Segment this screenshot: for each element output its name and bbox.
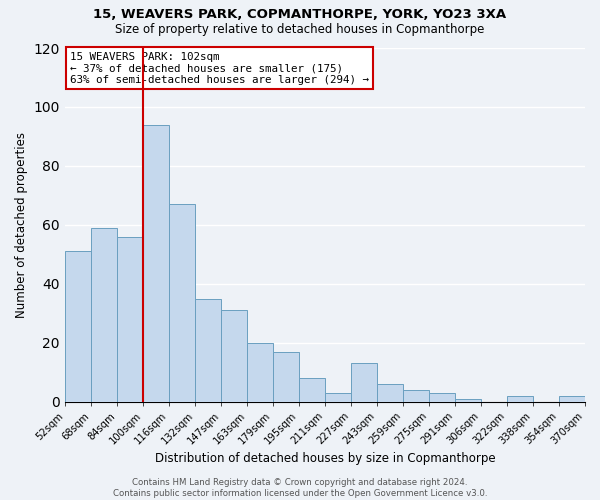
Bar bbox=[273, 352, 299, 402]
Bar bbox=[195, 298, 221, 402]
Y-axis label: Number of detached properties: Number of detached properties bbox=[15, 132, 28, 318]
Text: 15 WEAVERS PARK: 102sqm
← 37% of detached houses are smaller (175)
63% of semi-d: 15 WEAVERS PARK: 102sqm ← 37% of detache… bbox=[70, 52, 369, 84]
Bar bbox=[169, 204, 195, 402]
Bar bbox=[91, 228, 117, 402]
Bar bbox=[299, 378, 325, 402]
Text: 15, WEAVERS PARK, COPMANTHORPE, YORK, YO23 3XA: 15, WEAVERS PARK, COPMANTHORPE, YORK, YO… bbox=[94, 8, 506, 20]
Text: Contains HM Land Registry data © Crown copyright and database right 2024.
Contai: Contains HM Land Registry data © Crown c… bbox=[113, 478, 487, 498]
Bar bbox=[455, 399, 481, 402]
Bar bbox=[403, 390, 429, 402]
Bar bbox=[247, 343, 273, 402]
Bar bbox=[325, 393, 351, 402]
Bar bbox=[507, 396, 533, 402]
Bar bbox=[221, 310, 247, 402]
Bar bbox=[559, 396, 585, 402]
Bar bbox=[117, 236, 143, 402]
Text: Size of property relative to detached houses in Copmanthorpe: Size of property relative to detached ho… bbox=[115, 22, 485, 36]
Bar bbox=[143, 124, 169, 402]
Bar bbox=[65, 252, 91, 402]
Bar bbox=[351, 364, 377, 402]
Bar bbox=[377, 384, 403, 402]
X-axis label: Distribution of detached houses by size in Copmanthorpe: Distribution of detached houses by size … bbox=[155, 452, 495, 465]
Bar bbox=[429, 393, 455, 402]
